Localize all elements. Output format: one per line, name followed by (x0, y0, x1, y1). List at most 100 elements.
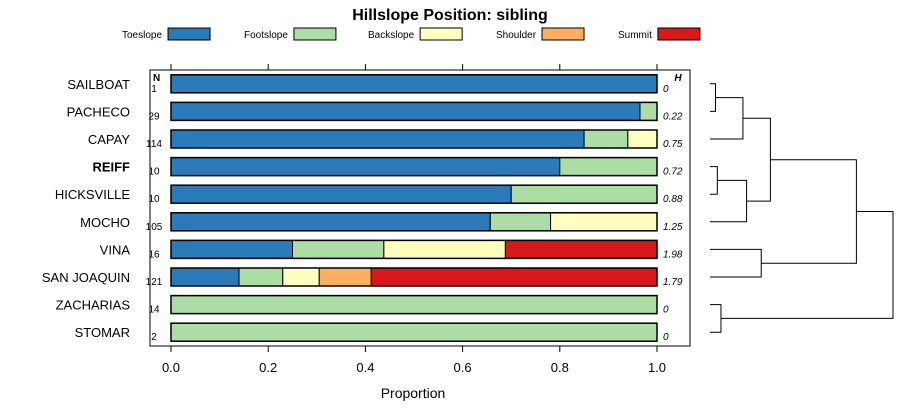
bar-outline (170, 294, 658, 315)
bar-segment-footslope (510, 184, 658, 204)
legend-swatch (657, 27, 701, 41)
h-value: 0 (663, 84, 669, 95)
bar-row-sailboat: SAILBOAT 1 0 (67, 74, 669, 95)
bar-segment-toeslope (170, 184, 512, 204)
dendrogram-link (710, 83, 716, 112)
n-value: 1 (151, 84, 157, 95)
legend-label: Summit (618, 30, 652, 41)
category-label: CAPAY (88, 132, 130, 147)
bar-outline (170, 239, 658, 260)
dendrogram-link (710, 97, 744, 140)
category-label: REIFF (92, 160, 130, 175)
bar-segment-toeslope (170, 74, 658, 94)
category-label: PACHECO (67, 104, 130, 119)
legend-swatch (419, 27, 463, 41)
bar-row-san-joaquin: SAN JOAQUIN 121 1.79 (42, 267, 683, 288)
bar-segment-toeslope (170, 157, 561, 177)
legend-item-shoulder: Shoulder (496, 27, 585, 41)
bar-outline (170, 322, 658, 342)
bar-outline (170, 129, 658, 149)
h-value: 1.25 (663, 222, 683, 233)
n-value: 2 (151, 332, 157, 343)
bar-segment-footslope (170, 322, 658, 342)
h-value: 0.72 (663, 167, 683, 178)
legend-label: Footslope (244, 30, 288, 41)
bar-segment-summit (504, 239, 658, 259)
n-value: 105 (146, 222, 163, 233)
bar-segment-backslope (627, 129, 658, 149)
x-axis-label: Proportion (381, 385, 446, 401)
bar-segment-backslope (383, 239, 506, 259)
category-label: STOMAR (75, 325, 130, 340)
bar-outline (170, 74, 658, 94)
category-label: SAN JOAQUIN (42, 270, 130, 285)
bar-row-mocho: MOCHO 105 1.25 (80, 212, 683, 233)
bar-row-vina: VINA 16 1.98 (100, 239, 683, 260)
dendrogram-link (710, 179, 748, 223)
x-tick-label: 0.8 (551, 360, 569, 375)
legend-item-footslope: Footslope (244, 27, 337, 41)
legend-item-summit: Summit (618, 27, 701, 41)
chart-title: Hillslope Position: sibling (352, 7, 548, 24)
bar-segment-toeslope (170, 129, 585, 149)
bar-outline (170, 184, 658, 204)
bar-row-zacharias: ZACHARIAS 14 0 (56, 294, 669, 316)
legend-swatch (293, 27, 337, 41)
bar-segment-backslope (282, 267, 320, 287)
bar-segment-footslope (170, 295, 658, 315)
bar-segment-backslope (550, 212, 658, 232)
bar-segment-toeslope (170, 267, 240, 287)
bar-segment-toeslope (170, 212, 491, 232)
bar-segment-footslope (238, 267, 284, 287)
legend-label: Backslope (368, 30, 415, 41)
h-value: 0.88 (663, 194, 683, 205)
n-value: 14 (148, 305, 160, 316)
legend-label: Shoulder (496, 30, 537, 41)
category-label: HICKSVILLE (55, 187, 130, 202)
bar-outline (170, 267, 658, 287)
category-label: ZACHARIAS (56, 298, 131, 313)
x-axis: 0.0 0.2 0.4 0.6 0.8 1.0 (162, 64, 666, 375)
h-value: 1.98 (663, 249, 683, 260)
h-value: 0.75 (663, 139, 683, 150)
legend-label: Toeslope (122, 30, 162, 41)
bar-row-stomar: STOMAR 2 0 (75, 322, 669, 343)
bar-segment-shoulder (318, 267, 372, 287)
bar-segment-summit (370, 267, 658, 287)
bar-outline (170, 156, 658, 177)
dendrogram-link (761, 159, 857, 264)
n-value: 10 (148, 194, 160, 205)
bar-outline (170, 212, 658, 232)
bar-segment-footslope (639, 101, 658, 121)
legend: Toeslope Footslope Backslope Shoulder Summit (122, 27, 701, 41)
n-value: 121 (146, 277, 163, 288)
h-value: 0 (663, 332, 669, 343)
h-value: 1.79 (663, 277, 683, 288)
dendrogram-link (710, 166, 718, 195)
plot-frame (149, 69, 691, 347)
dendrogram-link (720, 210, 894, 319)
legend-swatch (541, 27, 585, 41)
category-label: SAILBOAT (67, 77, 130, 92)
n-value: 16 (148, 249, 160, 260)
x-tick-label: 1.0 (648, 360, 666, 375)
n-value: 10 (148, 167, 160, 178)
category-label: VINA (100, 242, 131, 257)
legend-swatch (167, 27, 211, 41)
x-tick-label: 0.0 (162, 360, 180, 375)
h-value: 0 (663, 305, 669, 316)
bar-segment-toeslope (170, 239, 293, 259)
bar-segment-footslope (559, 157, 658, 177)
n-value: 114 (146, 139, 162, 150)
x-tick-label: 0.6 (454, 360, 472, 375)
bar-outline (170, 101, 658, 122)
dendrogram-link (710, 304, 722, 333)
bar-segment-footslope (292, 239, 385, 259)
h-column-header: H (674, 73, 682, 84)
bar-segment-footslope (583, 129, 629, 149)
legend-item-backslope: Backslope (368, 27, 463, 41)
category-label: MOCHO (80, 215, 130, 230)
dendrogram (710, 83, 894, 333)
